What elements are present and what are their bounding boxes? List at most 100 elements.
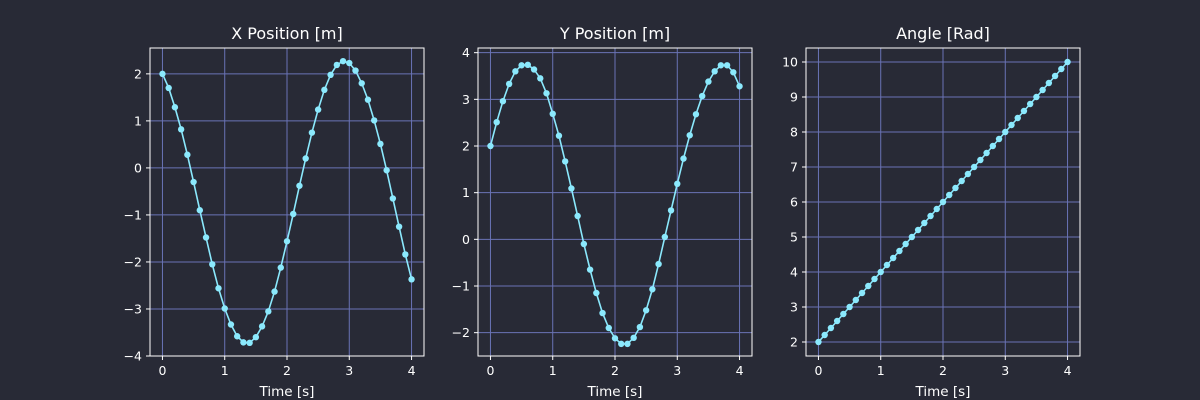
x-tick-label: 0 — [158, 363, 166, 378]
data-point — [359, 80, 365, 86]
data-point — [512, 68, 518, 74]
data-point — [1027, 101, 1033, 107]
y-tick-label: 3 — [462, 92, 470, 107]
y-tick-label: 7 — [790, 160, 798, 175]
data-point — [246, 340, 252, 346]
data-point — [265, 308, 271, 314]
data-point — [971, 164, 977, 170]
data-point — [371, 117, 377, 123]
data-point — [327, 72, 333, 78]
data-point — [184, 152, 190, 158]
data-point — [587, 266, 593, 272]
data-point — [222, 305, 228, 311]
data-point — [396, 223, 402, 229]
subplot-2: 0 1 2 3 4 −2 −1 0 1 2 3 4 Y Position [m] Time [s] — [452, 24, 752, 400]
data-point — [878, 269, 884, 275]
data-point — [921, 220, 927, 226]
data-point — [278, 264, 284, 270]
data-point — [543, 90, 549, 96]
data-point — [890, 255, 896, 261]
y-tick-label: 2 — [134, 66, 142, 81]
data-point — [1002, 129, 1008, 135]
x-tick-label: 4 — [408, 363, 416, 378]
data-point — [365, 97, 371, 103]
y-tick-label: −1 — [452, 279, 470, 294]
data-point — [574, 213, 580, 219]
data-point — [550, 111, 556, 117]
data-point — [259, 323, 265, 329]
data-point — [687, 132, 693, 138]
data-point — [215, 285, 221, 291]
data-point — [506, 81, 512, 87]
data-point — [711, 68, 717, 74]
data-point — [234, 333, 240, 339]
y-tick-label: −1 — [124, 207, 142, 222]
data-point — [315, 106, 321, 112]
data-point — [1008, 122, 1014, 128]
chart-title: Angle [Rad] — [896, 24, 990, 43]
data-point — [990, 143, 996, 149]
y-tick-label: 0 — [134, 160, 142, 175]
data-point — [1021, 108, 1027, 114]
data-point — [996, 136, 1002, 142]
data-point — [1033, 94, 1039, 100]
x-tick-label: 0 — [486, 363, 494, 378]
data-point — [228, 321, 234, 327]
data-point — [537, 75, 543, 81]
data-point — [290, 211, 296, 217]
data-point — [946, 192, 952, 198]
data-point — [865, 283, 871, 289]
data-point — [718, 62, 724, 68]
data-point — [253, 334, 259, 340]
data-point — [674, 181, 680, 187]
x-tick-label: 3 — [345, 363, 353, 378]
data-point — [846, 304, 852, 310]
data-point — [209, 261, 215, 267]
y-tick-label: 9 — [790, 90, 798, 105]
chart-title: Y Position [m] — [559, 24, 670, 43]
y-tick-label: −2 — [452, 325, 470, 340]
data-point — [408, 276, 414, 282]
data-point — [172, 104, 178, 110]
data-point — [377, 141, 383, 147]
data-point — [518, 62, 524, 68]
y-tick-label: 0 — [462, 232, 470, 247]
data-point — [1039, 87, 1045, 93]
data-point — [1058, 66, 1064, 72]
x-tick-label: 4 — [1064, 363, 1072, 378]
data-point — [612, 335, 618, 341]
x-tick-label: 3 — [1001, 363, 1009, 378]
x-tick-label: 2 — [283, 363, 291, 378]
data-point — [197, 207, 203, 213]
data-point — [390, 195, 396, 201]
y-tick-label: −2 — [124, 254, 142, 269]
data-point — [699, 93, 705, 99]
data-point — [965, 171, 971, 177]
data-point — [643, 307, 649, 313]
data-point — [284, 238, 290, 244]
data-point — [815, 339, 821, 345]
x-axis-label: Time [s] — [259, 384, 315, 400]
data-point — [190, 179, 196, 185]
data-point — [340, 58, 346, 64]
data-point — [693, 111, 699, 117]
y-tick-label: 6 — [790, 195, 798, 210]
data-point — [618, 341, 624, 347]
data-point — [909, 234, 915, 240]
data-point — [977, 157, 983, 163]
data-point — [402, 251, 408, 257]
data-point — [983, 150, 989, 156]
data-point — [302, 155, 308, 161]
data-point — [296, 183, 302, 189]
x-tick-label: 2 — [611, 363, 619, 378]
data-point — [493, 119, 499, 125]
data-point — [352, 67, 358, 73]
y-tick-label: 2 — [790, 335, 798, 350]
data-point — [705, 78, 711, 84]
y-tick-label: 2 — [462, 139, 470, 154]
x-tick-label: 0 — [814, 363, 822, 378]
data-point — [1052, 73, 1058, 79]
y-tick-label: 10 — [782, 55, 798, 70]
data-point — [500, 98, 506, 104]
